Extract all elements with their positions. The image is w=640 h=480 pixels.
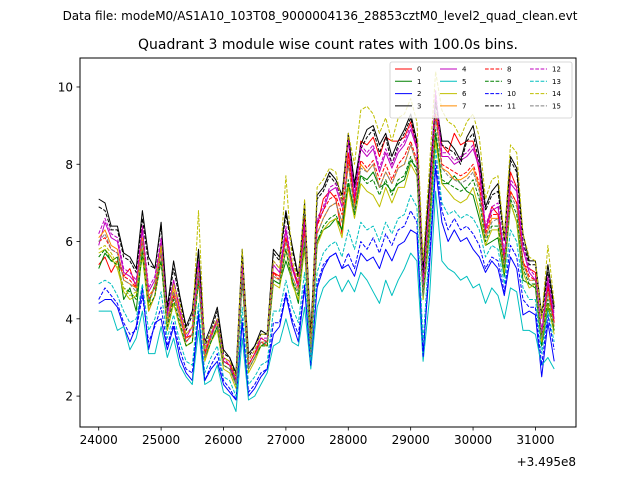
y-tick-label: 6	[65, 235, 73, 249]
legend-label-4: 4	[462, 66, 467, 74]
legend-label-0: 0	[417, 66, 421, 74]
x-tick-label: 25000	[142, 433, 180, 447]
y-tick-label: 2	[65, 390, 73, 404]
series-line-2	[98, 167, 555, 401]
legend-label-3: 3	[417, 102, 421, 110]
x-tick-label: 26000	[204, 433, 242, 447]
series-line-9	[98, 129, 555, 385]
y-tick-label: 4	[65, 312, 73, 326]
series-line-15	[98, 117, 555, 385]
x-tick-label: 29000	[392, 433, 430, 447]
y-axis: 2 4 6 8 10	[58, 80, 80, 404]
legend-label-13: 13	[552, 78, 561, 86]
series-line-8	[98, 113, 555, 382]
series-line-3	[98, 98, 555, 374]
series-line-4	[98, 94, 555, 382]
legend-label-15: 15	[552, 102, 561, 110]
series-line-0	[98, 113, 555, 382]
legend-label-1: 1	[417, 78, 421, 86]
legend-label-14: 14	[552, 90, 561, 98]
x-tick-label: 27000	[267, 433, 305, 447]
legend-label-6: 6	[462, 90, 467, 98]
legend-label-11: 11	[507, 102, 516, 110]
y-tick-label: 10	[58, 80, 73, 94]
x-offset-label: +3.495e8	[517, 455, 576, 469]
figure-suptitle: Data file: modeM0/AS1A10_103T08_90000041…	[63, 9, 578, 23]
legend-label-7: 7	[462, 102, 466, 110]
y-tick-label: 8	[65, 158, 73, 172]
x-tick-label: 31000	[516, 433, 554, 447]
legend-label-8: 8	[507, 66, 511, 74]
plot-frame	[79, 57, 577, 428]
series-line-7	[98, 113, 555, 385]
chart-title: Quadrant 3 module wise count rates with …	[138, 37, 518, 53]
legend-frame	[389, 61, 573, 119]
series-line-6	[98, 140, 555, 389]
legend-label-9: 9	[507, 78, 511, 86]
x-tick-label: 30000	[454, 433, 492, 447]
series-line-5	[98, 190, 555, 412]
plot-lines	[98, 71, 555, 412]
series-line-10	[98, 159, 555, 401]
legend-label-10: 10	[507, 90, 516, 98]
x-tick-label: 24000	[80, 433, 118, 447]
legend-label-5: 5	[462, 78, 466, 86]
series-line-13	[98, 148, 555, 397]
legend-label-2: 2	[417, 90, 421, 98]
x-axis: 24000 25000 26000 27000 28000 29000 30000 31000	[80, 427, 555, 447]
legend-label-12: 12	[552, 66, 561, 74]
x-tick-label: 28000	[329, 433, 367, 447]
series-line-14	[98, 71, 555, 378]
series-line-11	[98, 101, 555, 378]
